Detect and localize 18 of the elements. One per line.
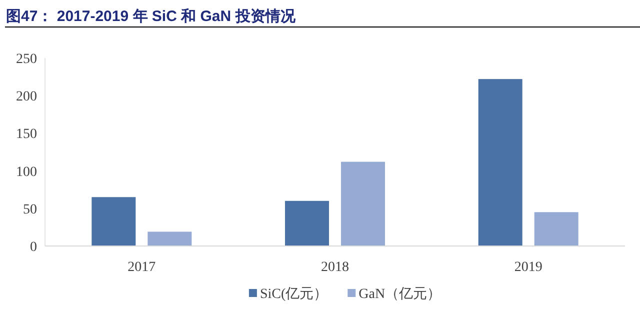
bar: [92, 197, 136, 246]
bar: [534, 212, 578, 246]
y-tick-label: 50: [23, 202, 37, 218]
legend-label: GaN（亿元）: [358, 286, 442, 302]
bar: [478, 79, 522, 246]
x-tick-label: 2017: [128, 260, 156, 275]
legend-label: SiC(亿元）: [260, 286, 328, 302]
bar: [341, 162, 385, 246]
x-tick-label: 2019: [514, 260, 542, 275]
bar: [285, 200, 329, 246]
y-tick-label: 100: [16, 164, 37, 180]
y-tick-label: 150: [16, 127, 37, 142]
y-tick-label: 250: [16, 52, 37, 67]
chart-title: 图47： 2017-2019 年 SiC 和 GaN 投资情况: [6, 8, 296, 25]
bar: [148, 232, 192, 246]
y-tick-label: 0: [30, 240, 37, 255]
y-tick-label: 200: [16, 90, 37, 105]
x-tick-label: 2018: [321, 260, 349, 275]
